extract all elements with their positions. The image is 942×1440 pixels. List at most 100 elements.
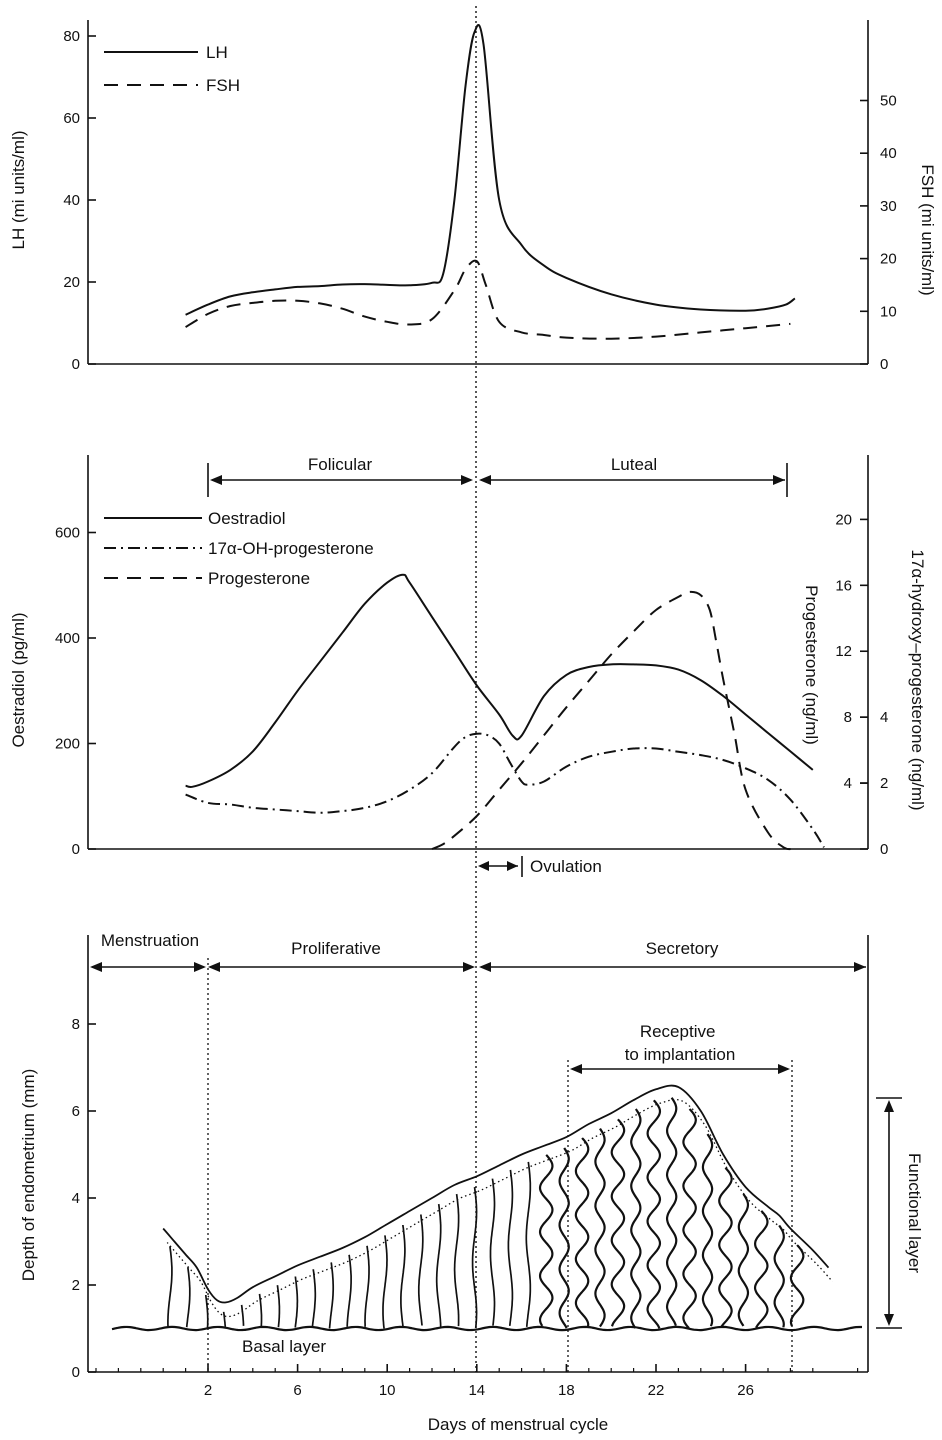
tick-label: 8 — [844, 709, 852, 726]
receptive-label: Receptive to implantation — [625, 1022, 736, 1064]
tick-label: 6 — [72, 1103, 80, 1120]
proliferative-arrowhead-right — [463, 962, 475, 972]
panel-steroids: 0 200 400 600 4 8 12 16 20 0 2 4 Oestradiol (pg/m… — [9, 455, 927, 877]
p3-phase-arrows: Menstruation Proliferative Secretory — [90, 931, 866, 972]
p2-left-axis-label: Oestradiol (pg/ml) — [9, 612, 28, 747]
p2-luteal-arrowhead-right — [773, 475, 785, 485]
tick-label: 10 — [379, 1382, 396, 1399]
gland — [294, 1276, 299, 1328]
legend-fsh-label: FSH — [206, 76, 240, 95]
tick-label: 20 — [880, 251, 897, 268]
p1-legend: LH FSH — [104, 43, 240, 95]
secretory-arrowhead-left — [479, 962, 491, 972]
functional-layer-arrowhead-bottom — [884, 1314, 894, 1326]
p2-luteal-arrowhead-left — [479, 475, 491, 485]
gland — [435, 1203, 442, 1328]
tick-label: 2 — [880, 775, 888, 792]
secretory-arrowhead-right — [854, 962, 866, 972]
tick-label: 8 — [72, 1016, 80, 1033]
receptive-arrowhead-left — [570, 1064, 582, 1074]
progesterone-series-line — [431, 590, 793, 851]
receptive-window: Receptive to implantation — [567, 1022, 793, 1372]
gland — [417, 1214, 424, 1326]
gland — [276, 1285, 281, 1328]
gland — [471, 1187, 478, 1329]
p3-left-ticks: 0 2 4 6 8 — [72, 1016, 96, 1381]
tick-label: 40 — [880, 145, 897, 162]
gland — [525, 1161, 532, 1327]
legend-lh-label: LH — [206, 43, 228, 62]
gland — [167, 1246, 173, 1328]
gland — [258, 1293, 263, 1327]
ovulation-arrowhead-right — [507, 861, 518, 871]
p3-x-ticks: 2 6 10 14 18 22 26 — [95, 1364, 859, 1399]
p2-right-inner-ticks: 4 8 12 16 20 — [835, 511, 868, 792]
receptive-label-line2: to implantation — [625, 1045, 736, 1064]
endometrium-surface-outline — [162, 1084, 830, 1304]
gland — [346, 1254, 352, 1327]
tick-label: 26 — [737, 1382, 754, 1399]
tick-label: 4 — [880, 709, 888, 726]
p3-x-axis-label: Days of menstrual cycle — [428, 1415, 608, 1434]
tick-label: 4 — [72, 1190, 80, 1207]
gland — [789, 1244, 805, 1327]
p2-legend: Oestradiol 17α-OH-progesterone Progester… — [104, 509, 374, 588]
gland — [222, 1311, 227, 1327]
receptive-arrowhead-right — [778, 1064, 790, 1074]
oestradiol-series-line — [185, 573, 814, 788]
gland — [204, 1294, 209, 1329]
tick-label: 0 — [72, 1364, 80, 1381]
gland — [646, 1099, 662, 1329]
tick-label: 200 — [55, 736, 80, 753]
gland — [773, 1224, 785, 1328]
endometrium-inner-dotted-outline — [166, 1098, 833, 1318]
functional-layer-marker: Functional layer — [876, 1097, 924, 1329]
p2-left-ticks: 0 200 400 600 — [55, 525, 96, 858]
gland — [453, 1193, 460, 1327]
menstruation-arrowhead-left — [90, 962, 102, 972]
legend-progesterone-label: Progesterone — [208, 569, 310, 588]
proliferative-arrowhead-left — [208, 962, 220, 972]
gland — [665, 1097, 678, 1327]
tick-label: 60 — [63, 110, 80, 127]
tick-label: 10 — [880, 303, 897, 320]
phase-label-folicular: Folicular — [308, 455, 373, 474]
phase-label-menstruation: Menstruation — [101, 931, 199, 950]
p2-phase-bracket: Folicular Luteal — [207, 455, 788, 497]
gland — [328, 1262, 335, 1329]
tick-label: 16 — [835, 577, 852, 594]
gland — [311, 1269, 317, 1327]
p1-left-axis-label: LH (mi units/ml) — [9, 130, 28, 249]
legend-17ohp-label: 17α-OH-progesterone — [208, 539, 374, 558]
tick-label: 50 — [880, 93, 897, 110]
panel-gonadotrophins: 0 20 40 60 80 0 10 20 30 40 50 LH (mi units/ml) F… — [9, 20, 937, 373]
functional-layer-arrowhead-top — [884, 1100, 894, 1112]
gland — [594, 1128, 606, 1328]
tick-label: 0 — [72, 841, 80, 858]
tick-label: 20 — [835, 511, 852, 528]
tick-label: 18 — [558, 1382, 575, 1399]
functional-layer-label: Functional layer — [905, 1153, 924, 1273]
p1-right-axis-label: FSH (mi units/ml) — [918, 164, 937, 295]
tick-label: 2 — [204, 1382, 212, 1399]
basal-layer-label: Basal layer — [242, 1337, 326, 1356]
menstruation-arrowhead-right — [194, 962, 206, 972]
p2-folicular-arrowhead-right — [461, 475, 473, 485]
phase-label-secretory: Secretory — [646, 939, 719, 958]
gland — [610, 1118, 626, 1327]
gland — [737, 1193, 750, 1327]
17-oh-progesterone-series-line — [185, 732, 825, 848]
gland — [382, 1235, 388, 1329]
phase-label-proliferative: Proliferative — [291, 939, 381, 958]
gland — [753, 1210, 769, 1329]
gland — [364, 1245, 370, 1327]
gland — [507, 1169, 514, 1326]
tick-label: 40 — [63, 192, 80, 209]
tick-label: 2 — [72, 1277, 80, 1294]
receptive-label-line1: Receptive — [640, 1022, 716, 1041]
tick-label: 400 — [55, 630, 80, 647]
tick-label: 4 — [844, 775, 852, 792]
tick-label: 6 — [293, 1382, 301, 1399]
gland — [489, 1178, 496, 1326]
